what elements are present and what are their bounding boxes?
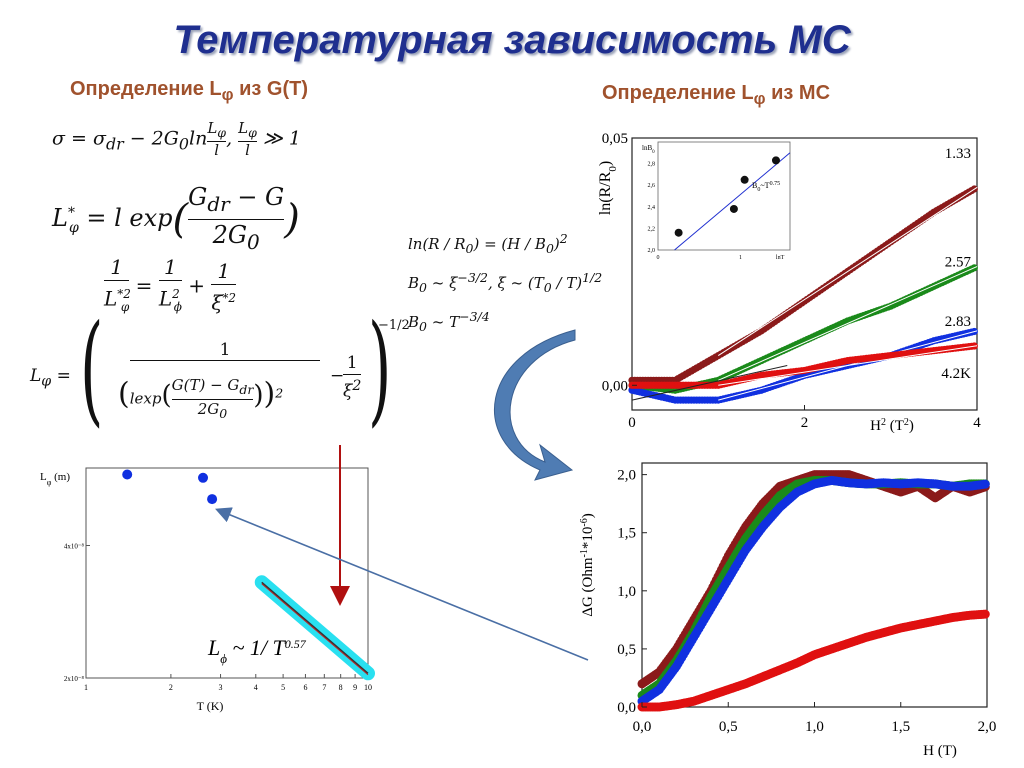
fit-line [718,266,978,381]
x-tick-label: 3 [219,683,223,692]
inset-chart: 0 1 lnT 2,82,62,42,22,0 lnB0 B0~T0.75 [642,141,791,261]
right-heading: Определение Lφ из МС [602,82,831,108]
formula-B0-T: B0 ~ T−3/4 [408,309,490,334]
x-tick-label: 0,0 [633,719,652,735]
x-tick-label: 10 [364,683,372,692]
inset-y-label: lnB0 [642,144,655,155]
inset-point [740,175,749,184]
y-tick-label: 2,0 [617,468,636,484]
inset-y-tick-label: 2,8 [648,162,656,168]
inset-point [771,156,780,165]
inset-y-tick-label: 2,0 [648,248,656,254]
series-label: 2.57 [945,255,972,271]
formula-sigma: σ = σdr − 2G0ln Lφ l, Lφ l ≫ 1 [52,119,301,159]
link-arrow [215,507,589,661]
inset-x-tick-label: 0 [657,255,660,261]
x-tick-label: 1,5 [891,719,910,735]
formula-lnR: ln(R / R0) = (H / B0)2 [408,231,568,256]
y-tick-label: 0,0 [617,700,636,716]
y-axis-label: ΔG (Ohm-1*10-6) [579,513,597,616]
series-label: 4.2K [941,366,971,382]
fit-line [717,187,978,357]
formula-lphi: Lφ = ( 1 (lexp(G(T) − Gdr 2G0))2 − 1 ξ2 ) … [30,300,410,439]
left-heading: Определение Lφ из G(T) [70,78,309,104]
y-tick-label: 1,5 [617,526,636,542]
inset-y-tick-label: 2,4 [648,205,656,211]
inset-y-tick-label: 2,6 [648,183,656,189]
x-tick-label: 4 [973,415,981,431]
x-tick-label: 4 [254,683,258,692]
inset-point [674,228,683,237]
series-label: 1.33 [945,146,971,162]
x-tick-label: 6 [303,683,307,692]
x-tick-label: 2 [801,415,809,431]
guide-line [631,365,788,401]
fit-line [261,581,369,674]
x-tick-label: 0,5 [719,719,738,735]
slide-title: Температурная зависимость МС [173,18,851,62]
fit-line [718,345,978,386]
x-tick-label: 8 [339,683,343,692]
x-tick-label: 9 [353,683,357,692]
inset-point [729,204,738,213]
x-tick-label: 0 [628,415,636,431]
y-tick-label: 0,00 [602,378,628,394]
plot-frame [85,467,369,679]
data-point [122,469,133,480]
inset-fit-line [674,152,791,251]
x-axis-label: T (K) [197,699,224,713]
inset-x-tick-label: 1 [739,255,742,261]
x-axis-label: H (T) [923,743,957,759]
formula-inverse: 1 L*2φ = 1 L2ϕ + 1 ξ*2 [104,255,237,315]
data-point [980,609,990,619]
y-tick-label: 4x10⁻⁸ [64,543,85,551]
x-tick-label: 2 [169,683,173,692]
data-point [207,494,218,505]
y-tick-label: 2x10⁻⁸ [64,675,85,683]
series-label: 2.83 [945,314,971,330]
x-tick-label: 5 [281,683,285,692]
y-tick-label: 1,0 [617,584,636,600]
x-tick-label: 2,0 [978,719,997,735]
y-axis-label: ln(R/R0) [597,161,619,215]
x-tick-label: 1 [84,683,88,692]
data-point [198,472,209,483]
fit-line-red [261,583,369,676]
formula-group-right: ln(R / R0) = (H / B0)2 B0 ~ ξ−3/2, ξ ~ (… [408,224,602,341]
dG-vs-H-chart: 0,0 0,5 1,0 1,5 2,0 2,0 1,5 1,0 0,5 0,0 ΔG (Ohm-… [579,462,997,759]
formula-B0-xi: B0 ~ ξ−3/2, ξ ~ (T0 / T)1/2 [408,270,603,295]
x-tick-label: 7 [322,683,326,692]
formula-lstar: L*φ = l exp(Gdr − G 2G0) [52,183,300,254]
y-tick-label: 0,5 [617,642,636,658]
inset-x-tick-label: lnT [776,255,785,261]
x-tick-label: 1,0 [805,719,824,735]
inset-y-tick-label: 2,2 [648,226,656,232]
data-point [980,479,990,489]
plot-frame [641,462,988,708]
curved-arrow [494,329,576,481]
y-tick-label: 0,05 [602,131,628,147]
